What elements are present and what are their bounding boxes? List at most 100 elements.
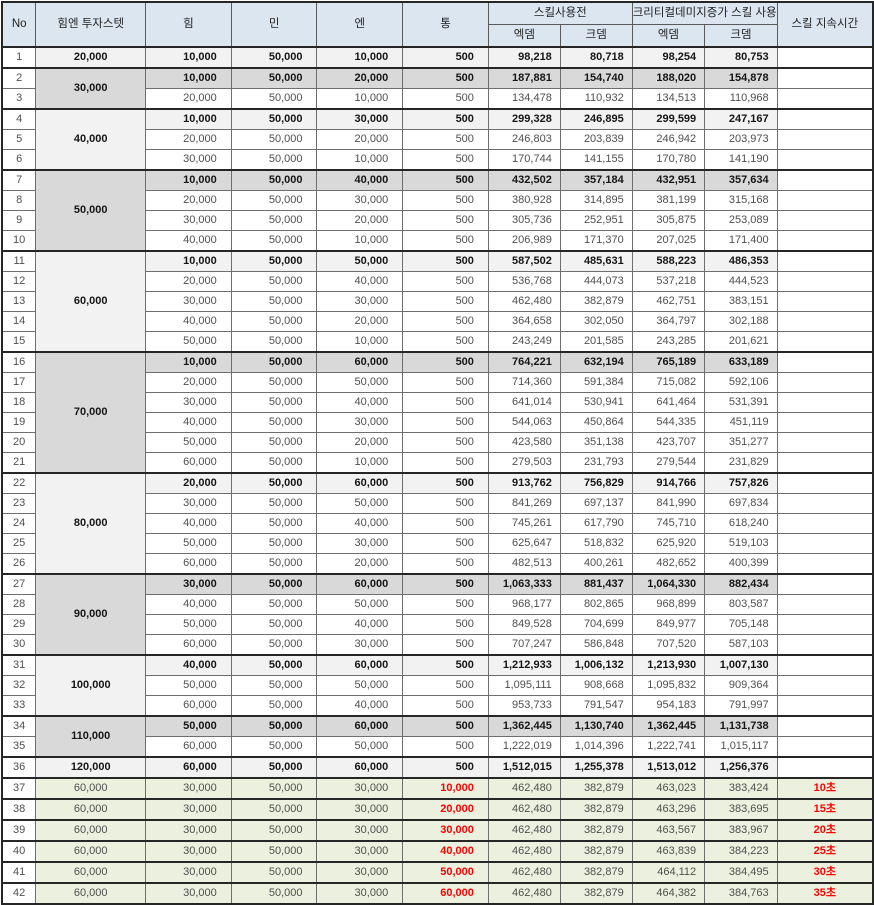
cell-skill-duration[interactable] [776, 88, 874, 110]
cell-luk[interactable]: 10,000 [402, 777, 489, 800]
cell-critdmg-before[interactable]: 201,585 [559, 331, 633, 353]
col-header-dex[interactable]: 민 [230, 1, 318, 48]
cell-critdmg-before[interactable]: 382,879 [559, 777, 633, 800]
cell-skill-duration[interactable]: 30초 [776, 861, 874, 884]
cell-dex[interactable]: 50,000 [230, 392, 318, 413]
cell-str[interactable]: 60,000 [145, 634, 232, 656]
cell-luk[interactable]: 500 [402, 149, 489, 171]
cell-dex[interactable]: 50,000 [230, 756, 318, 779]
cell-critdmg-before[interactable]: 400,261 [559, 553, 633, 575]
cell-dex[interactable]: 50,000 [230, 513, 318, 534]
cell-critdmg-after[interactable]: 171,400 [704, 230, 778, 252]
cell-critdmg-after[interactable]: 1,131,738 [704, 715, 778, 737]
cell-critdmg-after[interactable]: 757,826 [704, 472, 778, 494]
cell-critdmg-before[interactable]: 382,879 [559, 840, 633, 863]
cell-atkdmg-after[interactable]: 537,218 [631, 271, 706, 292]
cell-skill-duration[interactable] [776, 149, 874, 171]
cell-atkdmg-after[interactable]: 625,920 [631, 533, 706, 554]
cell-no[interactable]: 25 [1, 533, 37, 554]
cell-atkdmg-after[interactable]: 279,544 [631, 452, 706, 474]
cell-luk[interactable]: 500 [402, 311, 489, 332]
cell-atkdmg-before[interactable]: 432,502 [487, 169, 561, 191]
cell-critdmg-after[interactable]: 791,997 [704, 695, 778, 717]
cell-dex[interactable]: 50,000 [230, 67, 318, 89]
cell-dex[interactable]: 50,000 [230, 634, 318, 656]
cell-atkdmg-before[interactable]: 134,478 [487, 88, 561, 110]
cell-atkdmg-before[interactable]: 243,249 [487, 331, 561, 353]
cell-critdmg-before[interactable]: 302,050 [559, 311, 633, 332]
cell-str[interactable]: 20,000 [145, 271, 232, 292]
cell-atkdmg-after[interactable]: 305,875 [631, 210, 706, 231]
cell-luk[interactable]: 500 [402, 614, 489, 635]
cell-atkdmg-before[interactable]: 1,063,333 [487, 573, 561, 595]
cell-int[interactable]: 20,000 [316, 129, 404, 150]
cell-atkdmg-after[interactable]: 765,189 [631, 351, 706, 373]
cell-luk[interactable]: 500 [402, 88, 489, 110]
cell-skill-duration[interactable] [776, 67, 874, 89]
cell-skill-duration[interactable] [776, 250, 874, 272]
cell-int[interactable]: 50,000 [316, 594, 404, 615]
cell-skill-duration[interactable] [776, 654, 874, 676]
cell-critdmg-before[interactable]: 382,879 [559, 861, 633, 884]
cell-luk[interactable]: 500 [402, 291, 489, 312]
cell-invest-stat[interactable]: 90,000 [35, 573, 147, 656]
cell-no[interactable]: 16 [1, 351, 37, 373]
cell-dex[interactable]: 50,000 [230, 553, 318, 575]
cell-luk[interactable]: 500 [402, 271, 489, 292]
cell-dex[interactable]: 50,000 [230, 493, 318, 514]
cell-int[interactable]: 20,000 [316, 210, 404, 231]
cell-atkdmg-after[interactable]: 641,464 [631, 392, 706, 413]
cell-invest-stat[interactable]: 60,000 [35, 861, 147, 884]
cell-int[interactable]: 50,000 [316, 675, 404, 696]
cell-invest-stat[interactable]: 30,000 [35, 67, 147, 110]
cell-int[interactable]: 30,000 [316, 777, 404, 800]
cell-critdmg-after[interactable]: 384,495 [704, 861, 778, 884]
cell-critdmg-before[interactable]: 444,073 [559, 271, 633, 292]
cell-no[interactable]: 41 [1, 861, 37, 884]
cell-int[interactable]: 20,000 [316, 311, 404, 332]
cell-dex[interactable]: 50,000 [230, 210, 318, 231]
cell-atkdmg-after[interactable]: 463,296 [631, 798, 706, 821]
cell-no[interactable]: 32 [1, 675, 37, 696]
cell-atkdmg-after[interactable]: 170,780 [631, 149, 706, 171]
cell-atkdmg-after[interactable]: 841,990 [631, 493, 706, 514]
cell-critdmg-after[interactable]: 110,968 [704, 88, 778, 110]
cell-atkdmg-after[interactable]: 1,513,012 [631, 756, 706, 779]
cell-critdmg-after[interactable]: 400,399 [704, 553, 778, 575]
cell-atkdmg-before[interactable]: 1,212,933 [487, 654, 561, 676]
cell-critdmg-after[interactable]: 1,256,376 [704, 756, 778, 779]
cell-luk[interactable]: 500 [402, 715, 489, 737]
cell-str[interactable]: 30,000 [145, 882, 232, 905]
cell-critdmg-before[interactable]: 485,631 [559, 250, 633, 272]
cell-atkdmg-after[interactable]: 432,951 [631, 169, 706, 191]
cell-atkdmg-after[interactable]: 134,513 [631, 88, 706, 110]
cell-dex[interactable]: 50,000 [230, 88, 318, 110]
cell-skill-duration[interactable] [776, 573, 874, 595]
cell-invest-stat[interactable]: 60,000 [35, 819, 147, 842]
cell-atkdmg-before[interactable]: 170,744 [487, 149, 561, 171]
cell-dex[interactable]: 50,000 [230, 190, 318, 211]
cell-dex[interactable]: 50,000 [230, 533, 318, 554]
cell-str[interactable]: 40,000 [145, 311, 232, 332]
cell-str[interactable]: 20,000 [145, 190, 232, 211]
cell-luk[interactable]: 500 [402, 230, 489, 252]
cell-dex[interactable]: 50,000 [230, 372, 318, 393]
cell-critdmg-after[interactable]: 486,353 [704, 250, 778, 272]
cell-skill-duration[interactable] [776, 271, 874, 292]
cell-atkdmg-before[interactable]: 587,502 [487, 250, 561, 272]
cell-str[interactable]: 40,000 [145, 513, 232, 534]
cell-no[interactable]: 40 [1, 840, 37, 863]
cell-no[interactable]: 14 [1, 311, 37, 332]
cell-str[interactable]: 60,000 [145, 452, 232, 474]
cell-atkdmg-before[interactable]: 1,512,015 [487, 756, 561, 779]
cell-str[interactable]: 20,000 [145, 88, 232, 110]
cell-invest-stat[interactable]: 80,000 [35, 472, 147, 575]
cell-dex[interactable]: 50,000 [230, 432, 318, 453]
col-header-no[interactable]: No [1, 1, 37, 48]
cell-critdmg-before[interactable]: 382,879 [559, 819, 633, 842]
cell-int[interactable]: 60,000 [316, 756, 404, 779]
cell-critdmg-before[interactable]: 756,829 [559, 472, 633, 494]
cell-skill-duration[interactable] [776, 412, 874, 433]
cell-int[interactable]: 30,000 [316, 533, 404, 554]
cell-str[interactable]: 30,000 [145, 493, 232, 514]
